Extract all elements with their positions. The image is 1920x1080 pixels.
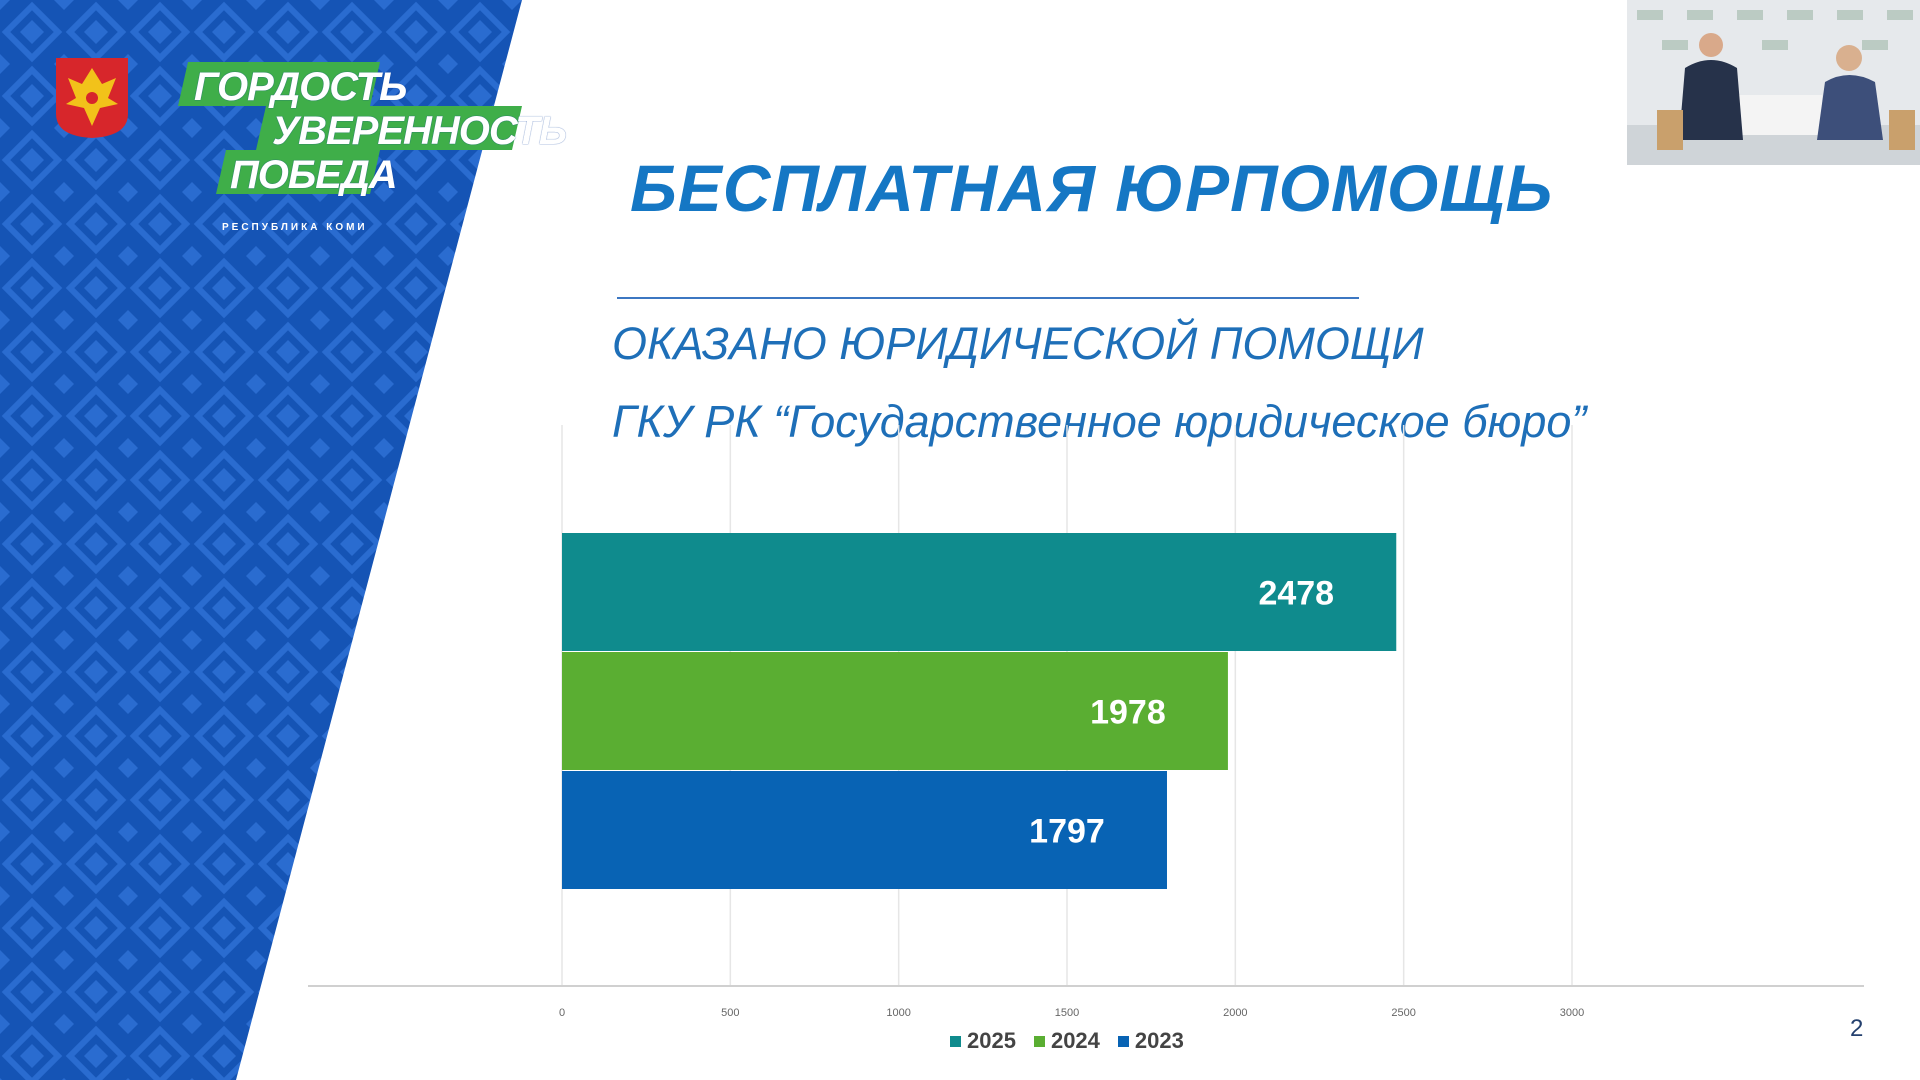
bar-2025 xyxy=(562,533,1397,651)
brand-panel: ГОРДОСТЬ УВЕРЕННОСТЬ ПОБЕДА РЕСПУБЛИКА К… xyxy=(0,0,567,1080)
chart-legend: 2025 2024 2023 xyxy=(950,1028,1184,1054)
slide-subtitle-2: ГКУ РК “Государственное юридическое бюро… xyxy=(612,396,1587,447)
bar-data-label: 1797 xyxy=(1029,813,1105,851)
slogan-logo: ГОРДОСТЬ УВЕРЕННОСТЬ ПОБЕДА РЕСПУБЛИКА К… xyxy=(170,56,567,246)
x-tick-label: 1000 xyxy=(886,1007,910,1019)
legend-item-2023: 2023 xyxy=(1117,1028,1184,1054)
legend-swatch xyxy=(1117,1035,1129,1047)
slogan-line-pride: ГОРДОСТЬ xyxy=(194,65,407,109)
x-tick-label: 3000 xyxy=(1560,1007,1584,1019)
legend-item-2025: 2025 xyxy=(950,1028,1016,1054)
x-tick-label: 2500 xyxy=(1391,1007,1415,1019)
slogan-line-victory: ПОБЕДА xyxy=(230,153,398,197)
slide-title: БЕСПЛАТНАЯ ЮРПОМОЩЬ xyxy=(630,151,1554,225)
region-label: РЕСПУБЛИКА КОМИ xyxy=(222,222,368,233)
bar-2023 xyxy=(562,771,1167,889)
legend-label: 2023 xyxy=(1134,1028,1184,1053)
slogan-line-confidence: УВЕРЕННОСТЬ xyxy=(272,109,567,153)
legend-item-2024: 2024 xyxy=(1033,1028,1100,1054)
ornament-background xyxy=(0,0,522,1080)
page-number: 2 xyxy=(1850,1015,1864,1042)
x-tick-label: 1500 xyxy=(1055,1007,1079,1019)
webcam-video-feed-icon[interactable] xyxy=(1627,0,1920,165)
legend-label: 2024 xyxy=(1050,1028,1100,1053)
x-tick-label: 2000 xyxy=(1223,1007,1247,1019)
legend-swatch xyxy=(950,1035,961,1047)
komi-coat-of-arms-icon xyxy=(54,56,130,140)
legend-swatch xyxy=(1033,1035,1045,1047)
title-divider xyxy=(617,297,1359,299)
bar-data-label: 1978 xyxy=(1090,694,1166,732)
bar-2024 xyxy=(562,652,1228,770)
slogan-green-bands xyxy=(178,62,522,194)
x-tick-label: 500 xyxy=(721,1007,739,1019)
bar-data-label: 2478 xyxy=(1258,575,1334,613)
slide-subtitle-1: ОКАЗАНО ЮРИДИЧЕСКОЙ ПОМОЩИ xyxy=(612,318,1424,369)
legend-label: 2025 xyxy=(967,1028,1016,1053)
